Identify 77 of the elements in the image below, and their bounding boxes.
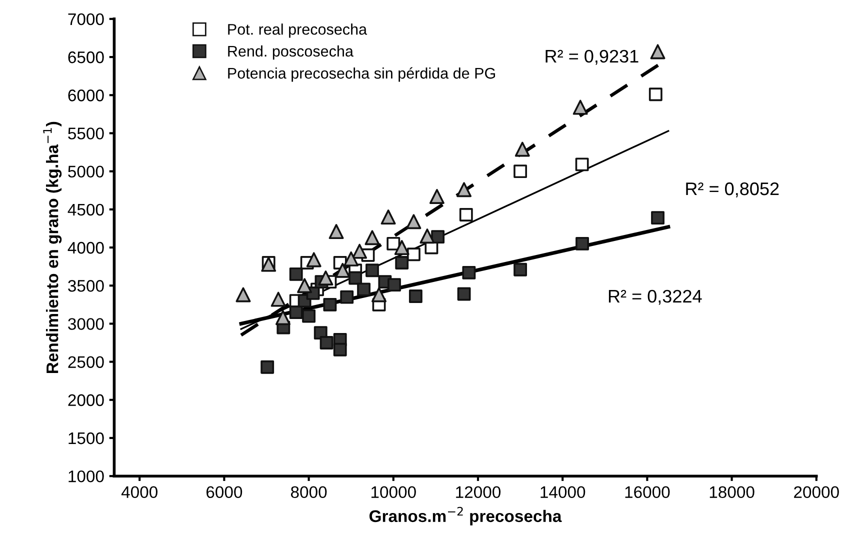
point	[514, 142, 530, 157]
x-tick-label: 6000	[206, 486, 242, 498]
point	[575, 158, 589, 172]
x-tick-label: 14000	[540, 486, 586, 498]
point	[394, 240, 410, 255]
point	[328, 224, 344, 239]
point	[576, 236, 589, 250]
point	[260, 360, 274, 374]
point	[364, 230, 380, 246]
annotation: R² = 0,9231	[546, 50, 638, 65]
point	[366, 264, 379, 278]
point	[406, 214, 422, 230]
point	[462, 266, 476, 280]
y-axis-title: Rendimiento en grano (kg.ha$^{−1}$)	[43, 122, 62, 373]
point	[323, 298, 337, 312]
point	[289, 267, 303, 281]
x-tick-label: 18000	[710, 486, 754, 498]
point	[406, 248, 420, 262]
legend-label: Rend. poscosecha	[228, 45, 354, 60]
y-tick-label: 4000	[68, 242, 104, 254]
point	[380, 210, 396, 225]
point	[320, 336, 334, 350]
point	[275, 310, 290, 326]
y-tick-label: 1500	[68, 432, 104, 444]
point	[648, 88, 662, 102]
y-tick-label: 4500	[68, 204, 104, 216]
annotation: R² = 0,8052	[686, 182, 779, 198]
point	[352, 244, 368, 259]
x-tick-label: 12000	[456, 486, 501, 498]
y-tick-label: 7000	[68, 13, 104, 26]
point	[236, 287, 251, 302]
point	[457, 287, 471, 301]
annotation: R² = 0,3224	[608, 290, 702, 305]
legend-label: Pot. real precosecha	[228, 24, 368, 38]
x-tick-label: 10000	[371, 486, 416, 498]
point	[340, 290, 354, 304]
point	[408, 290, 422, 303]
point	[348, 271, 362, 285]
point	[514, 164, 528, 178]
point	[459, 208, 473, 222]
point	[420, 228, 435, 244]
y-tick-label: 3000	[68, 318, 104, 330]
point	[386, 236, 400, 250]
x-tick-label: 16000	[625, 486, 670, 498]
point	[395, 256, 409, 270]
point	[335, 262, 350, 278]
point	[306, 252, 322, 268]
legend-label: Potencia precosecha sin pérdida de PG	[228, 67, 495, 82]
x-tick-label: 20000	[794, 486, 839, 498]
point	[429, 188, 444, 204]
point	[270, 292, 286, 307]
point	[372, 287, 386, 302]
y-tick-label: 2000	[68, 394, 104, 406]
x-axis-title: Granos.m$^{−2}$ precosecha	[369, 506, 562, 526]
y-tick-label: 1000	[68, 470, 104, 482]
x-tick-label: 8000	[290, 486, 327, 498]
point	[333, 342, 347, 356]
point	[388, 278, 401, 292]
point	[651, 211, 664, 225]
point	[302, 309, 316, 323]
point	[456, 182, 472, 198]
y-tick-label: 6000	[68, 90, 104, 102]
x-tick-label: 4000	[121, 486, 158, 498]
point	[357, 282, 370, 296]
point	[289, 306, 303, 319]
point	[572, 100, 588, 115]
point	[514, 262, 528, 276]
point	[431, 230, 445, 244]
point	[297, 278, 312, 294]
y-tick-label: 5500	[68, 128, 104, 140]
y-tick-label: 3500	[68, 280, 104, 292]
y-tick-label: 2500	[68, 356, 104, 368]
y-tick-label: 6500	[68, 51, 104, 64]
point	[344, 251, 359, 266]
y-tick-label: 5000	[68, 166, 104, 178]
point	[318, 270, 334, 286]
point	[650, 44, 666, 60]
